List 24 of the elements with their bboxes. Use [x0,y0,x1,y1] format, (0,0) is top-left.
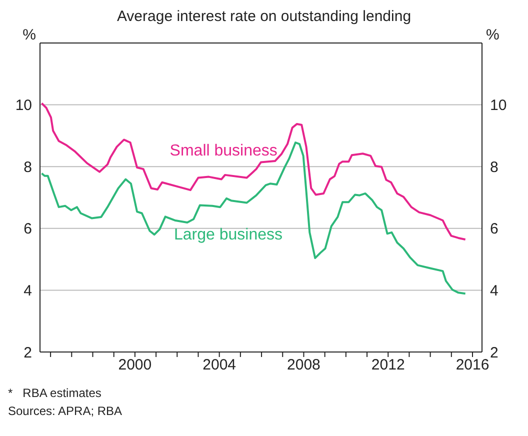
y2-tick-label: 10 [490,97,507,114]
text: * RBA estimates [8,385,102,402]
line-series [40,102,466,241]
y-tick-label: 4 [24,282,32,300]
chart-title: Average interest rate on outstanding lending [116,8,412,27]
series-label: Large business [174,226,283,244]
y-tick-label: 6 [24,220,32,238]
x-tick-label: 2016 [456,356,490,374]
series-label: Small business [170,142,278,160]
x-tick-label: 2012 [371,356,405,374]
source-note: Sources: APRA; RBA [8,403,124,420]
y-tick-label: 2 [24,344,32,362]
x-tick-label: 2004 [202,356,236,374]
line-series [40,142,466,295]
y-axis-title: % [22,26,36,44]
y2-tick-label: 4 [490,282,498,300]
y2-tick-label: 6 [490,220,498,238]
y2-tick-label: 8 [490,158,498,176]
y2-axis-title: % [486,26,500,44]
y-tick-label: 10 [15,97,32,114]
x-tick-label: 2000 [118,356,152,374]
y-tick-label: 8 [24,158,32,176]
x-tick-label: 2008 [287,356,320,374]
y2-tick-label: 2 [490,344,498,362]
